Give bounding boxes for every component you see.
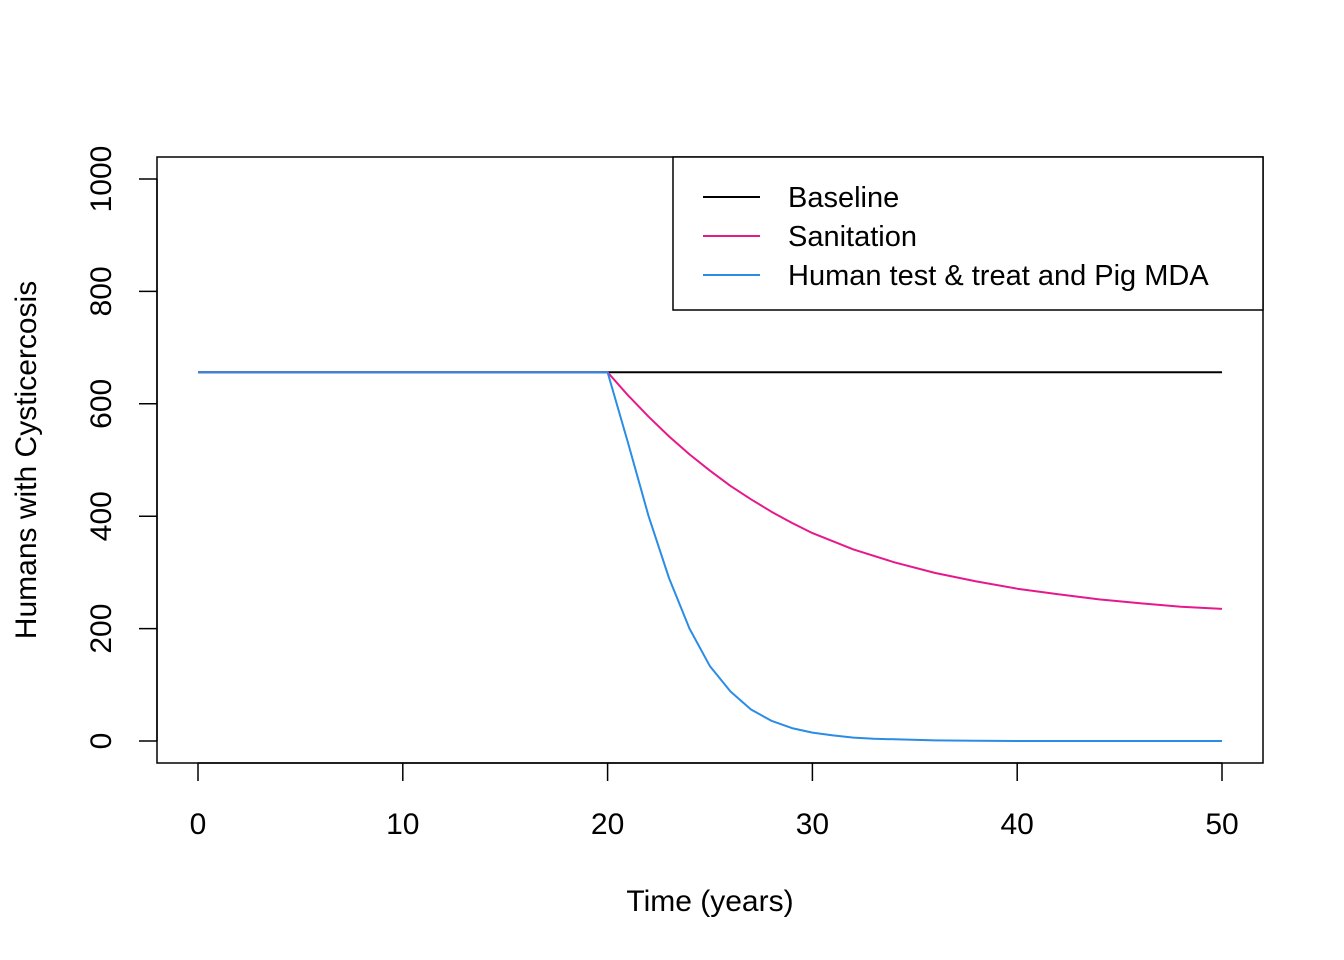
x-tick-label: 0 <box>190 808 207 841</box>
x-tick-label: 30 <box>796 808 829 841</box>
x-tick-label: 10 <box>386 808 419 841</box>
y-tick-label: 1000 <box>85 146 118 213</box>
series-line-2 <box>198 371 1223 610</box>
series-line-3 <box>198 371 1222 742</box>
legend-label: Baseline <box>788 182 899 214</box>
y-tick-label: 400 <box>85 491 118 541</box>
series-layer <box>198 371 1223 742</box>
x-tick-label: 40 <box>1001 808 1034 841</box>
y-tick-label: 600 <box>85 379 118 429</box>
y-tick-label: 200 <box>85 604 118 654</box>
legend-items: Baseline Sanitation Human test & treat and… <box>703 182 1209 292</box>
y-tick-label: 800 <box>85 266 118 316</box>
legend-label: Human test & treat and Pig MDA <box>788 260 1209 292</box>
x-tick-label: 50 <box>1205 808 1238 841</box>
legend: Baseline Sanitation Human test & treat and… <box>672 156 1264 311</box>
y-axis: 0 200 400 600 800 1000 <box>85 146 158 750</box>
y-axis-label: Humans with Cysticercosis <box>10 281 43 639</box>
y-tick-label: 0 <box>85 733 118 750</box>
x-tick-label: 20 <box>591 808 624 841</box>
legend-label: Sanitation <box>788 221 917 253</box>
x-axis-label: Time (years) <box>626 885 793 918</box>
x-axis: 0 10 20 30 40 50 <box>190 762 1239 841</box>
legend-box <box>672 156 1264 311</box>
